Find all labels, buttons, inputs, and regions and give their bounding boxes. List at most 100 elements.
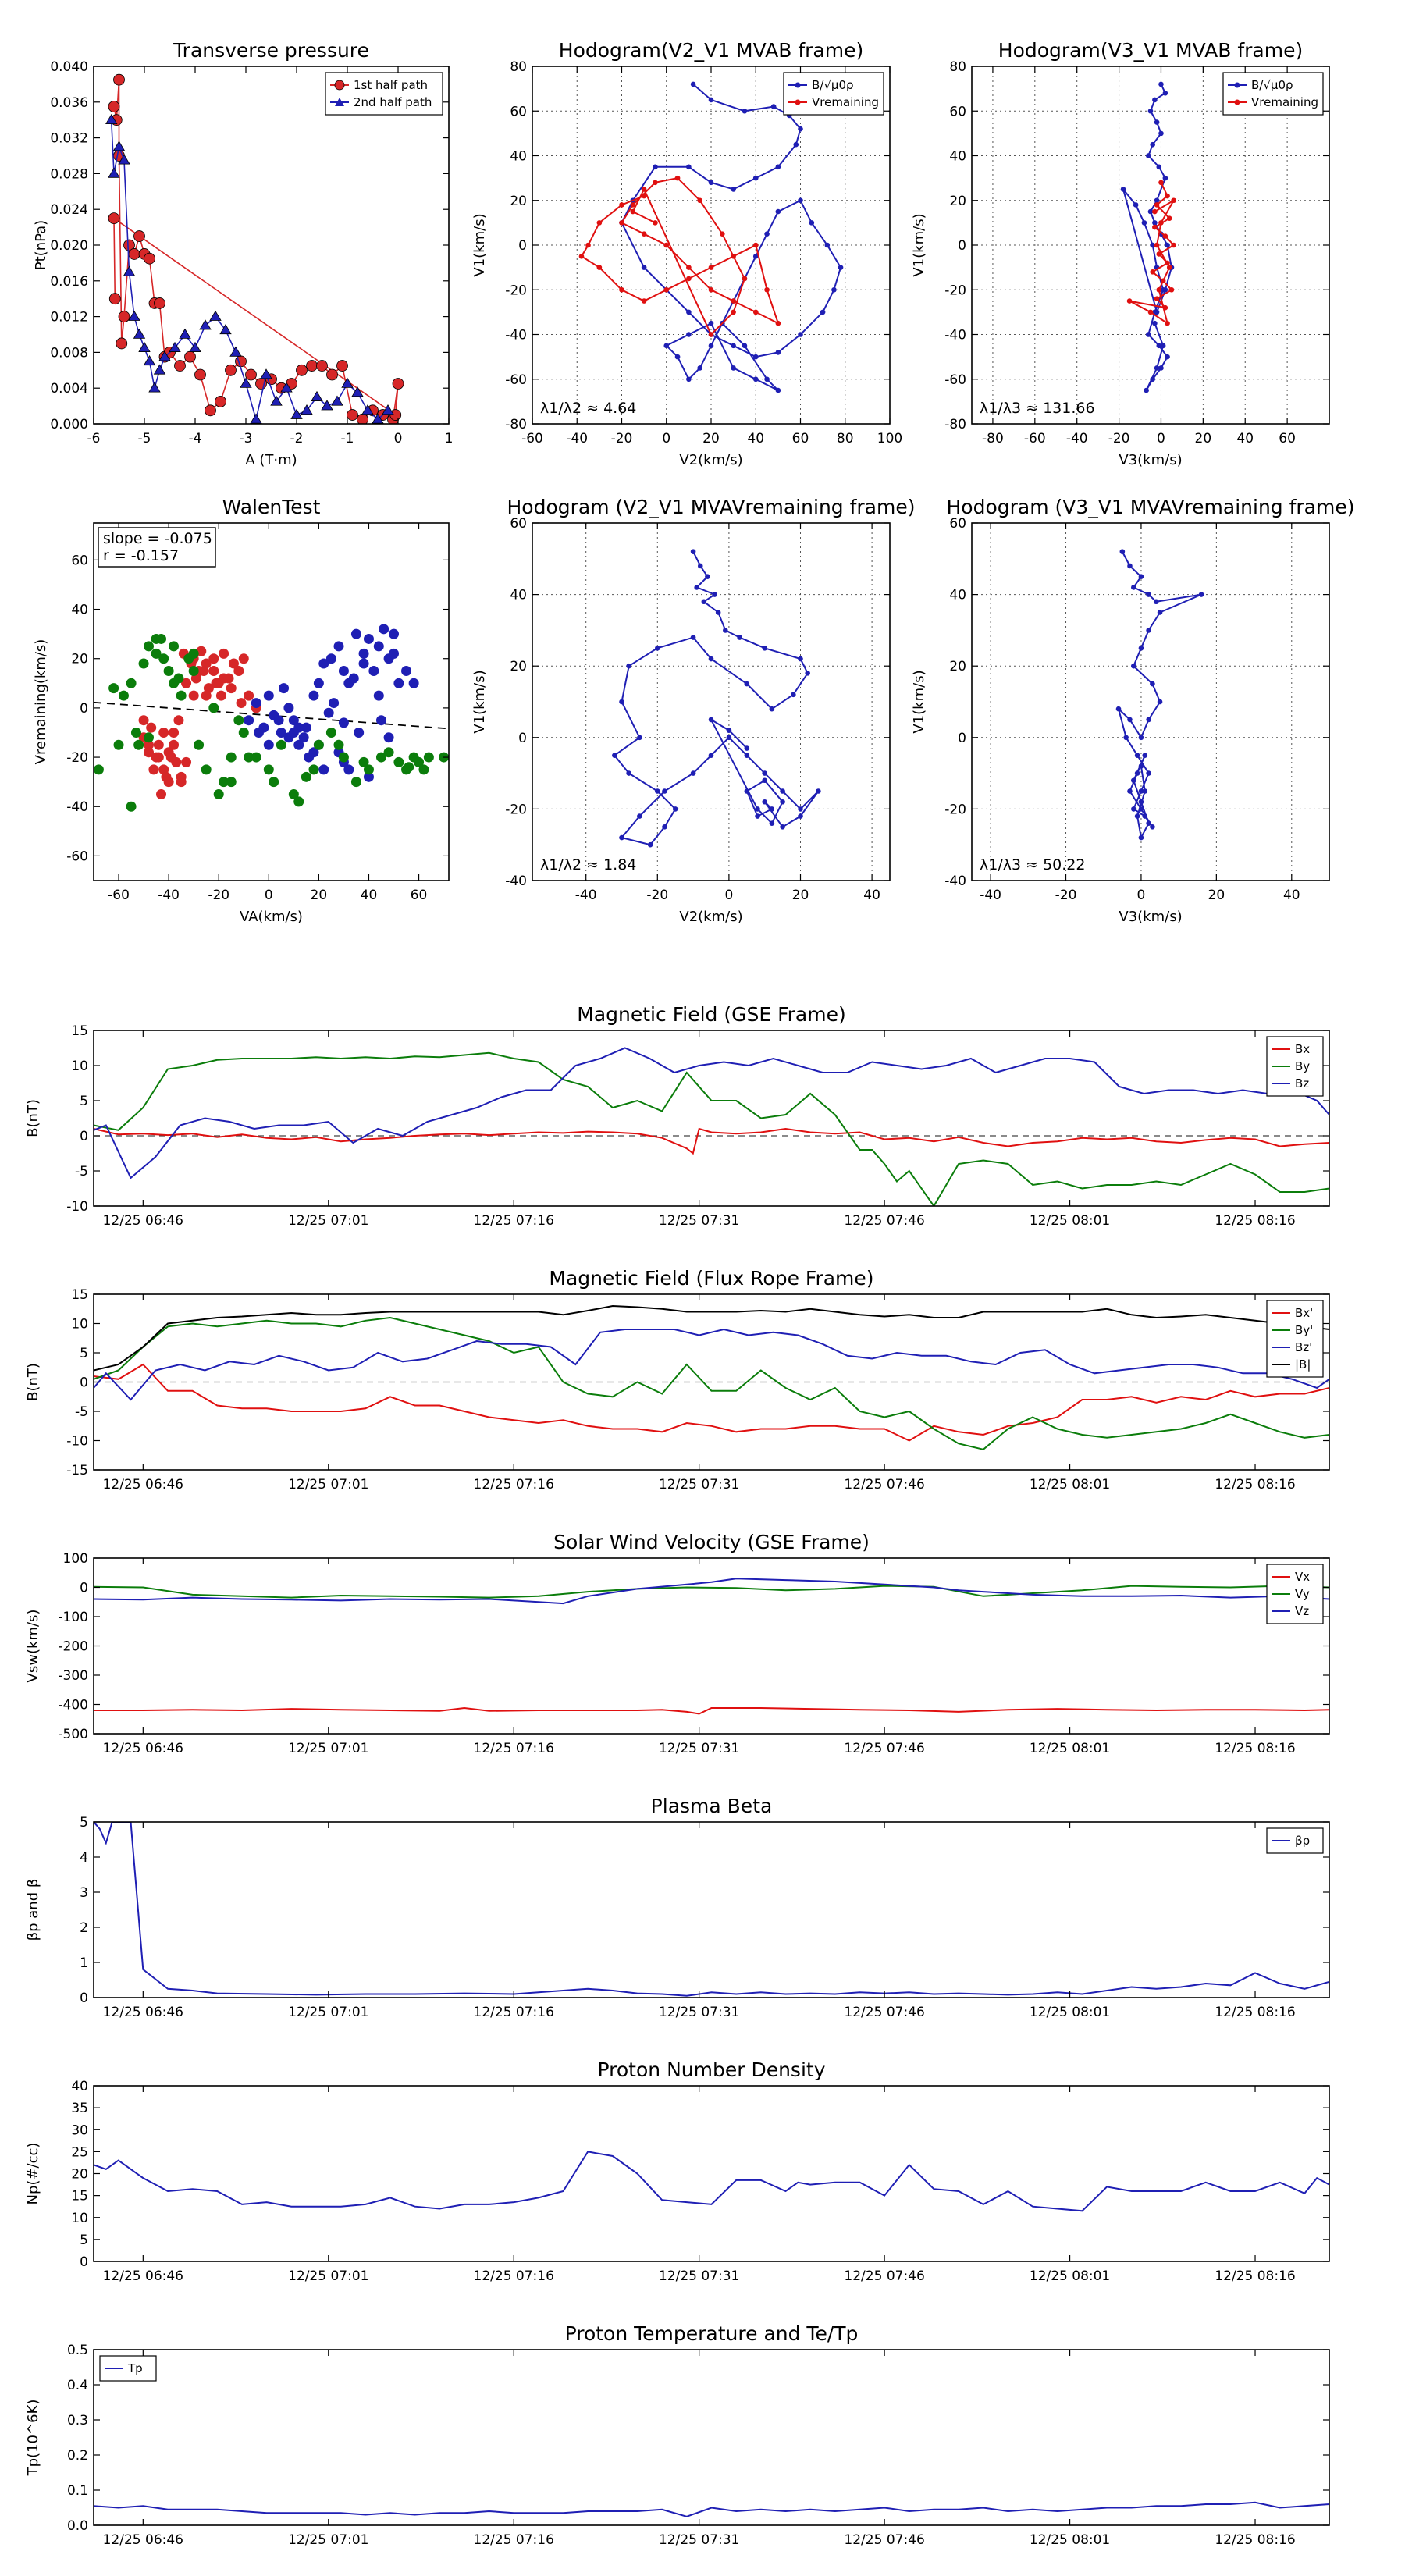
x-tick-label: 12/25 07:46: [844, 1477, 924, 1493]
x-tick-label: 12/25 07:16: [474, 2268, 554, 2284]
data-point: [240, 377, 252, 388]
data-point: [637, 735, 642, 741]
data-point: [318, 764, 329, 775]
plot-area: [1115, 549, 1204, 841]
x-tick-label: -40: [566, 431, 588, 447]
x-tick-label: 20: [311, 888, 328, 903]
x-tick-label: 12/25 08:16: [1215, 2268, 1295, 2284]
legend-marker: [334, 80, 345, 91]
y-tick-label: 0: [958, 238, 966, 254]
annotation-text: λ1/λ2 ≈ 1.84: [540, 856, 636, 873]
x-tick-label: -40: [575, 888, 597, 903]
data-point: [181, 756, 192, 767]
panel-title: Proton Temperature and Te/Tp: [565, 2322, 859, 2345]
data-point: [306, 360, 318, 372]
data-point: [208, 653, 219, 664]
y-tick-label: 0.000: [50, 417, 88, 432]
data-point: [368, 666, 379, 677]
panel-bgse: Magnetic Field (GSE Frame) 12/25 06:46 12/…: [25, 1003, 1330, 1229]
data-point: [392, 378, 404, 390]
data-point: [350, 628, 361, 639]
data-point: [708, 343, 714, 349]
data-point: [793, 141, 799, 148]
data-point: [1156, 164, 1162, 170]
y-tick-label: 0.004: [50, 381, 88, 397]
x-axis-label: V2(km/s): [679, 909, 742, 925]
panel-title: Plasma Beta: [651, 1795, 773, 1817]
data-point: [1152, 224, 1158, 230]
panel-hodo_v2v1_mvab: Hodogram(V2_V1 MVAB frame) -60 -40 -20 0 20 40…: [471, 39, 902, 468]
x-tick-label: 20: [1208, 888, 1225, 903]
data-point: [223, 673, 234, 684]
data-point: [211, 678, 222, 688]
data-point: [244, 752, 254, 763]
data-point: [251, 698, 261, 709]
data-point: [816, 788, 821, 794]
data-point: [301, 771, 311, 782]
data-point: [158, 350, 171, 361]
plot-area: [105, 73, 404, 424]
data-point: [118, 690, 129, 701]
data-point: [393, 678, 404, 688]
data-point: [701, 599, 707, 605]
data-point: [143, 747, 154, 758]
legend: βp: [1266, 1827, 1324, 1854]
plot-area: [94, 2151, 1329, 2212]
data-point: [154, 297, 165, 309]
x-tick-label: 12/25 07:16: [474, 2532, 554, 2548]
panel-title: Magnetic Field (Flux Rope Frame): [549, 1267, 873, 1290]
data-point: [341, 377, 354, 388]
plot-area: [94, 624, 449, 812]
x-tick-label: 60: [792, 431, 809, 447]
y-tick-label: 3: [80, 1885, 88, 1901]
data-point: [769, 806, 775, 812]
data-point: [94, 764, 104, 775]
data-point: [596, 220, 603, 226]
data-point: [770, 104, 777, 109]
data-point: [798, 332, 803, 337]
data-point: [288, 715, 299, 726]
y-tick-label: 80: [949, 59, 966, 75]
data-point: [143, 732, 154, 743]
data-point: [612, 753, 617, 758]
data-point: [838, 265, 844, 270]
x-tick-label: 12/25 06:46: [103, 1213, 183, 1229]
axes-frame: [93, 66, 450, 425]
data-point: [641, 231, 647, 237]
data-point: [148, 764, 159, 775]
data-point: [775, 208, 781, 215]
data-point: [238, 653, 249, 664]
legend-label: Bz': [1295, 1340, 1312, 1354]
x-tick-label: -3: [240, 431, 253, 447]
axes-frame: [93, 1821, 1330, 1998]
y-tick-label: -20: [944, 283, 966, 298]
y-tick-label: 5: [80, 1346, 88, 1361]
data-point: [156, 788, 167, 799]
data-point: [715, 610, 721, 615]
data-point: [358, 756, 369, 767]
data-point: [708, 265, 714, 270]
data-point: [1131, 806, 1136, 812]
y-tick-label: -100: [58, 1610, 88, 1625]
x-tick-label: 12/25 07:46: [844, 2532, 924, 2548]
legend-label: Vx: [1295, 1570, 1310, 1584]
data-point: [174, 360, 186, 372]
y-tick-label: 60: [71, 553, 88, 568]
data-point: [382, 404, 394, 415]
data-point: [408, 678, 419, 688]
panel-title: Hodogram(V2_V1 MVAB frame): [559, 39, 863, 62]
legend-label: Tp: [127, 2361, 143, 2375]
data-point: [1127, 563, 1133, 569]
legend-box: [783, 72, 884, 116]
data-point: [1150, 269, 1155, 275]
x-tick-label: 12/25 08:01: [1030, 1213, 1110, 1229]
data-point: [148, 382, 161, 393]
x-tick-label: 12/25 08:01: [1030, 2268, 1110, 2284]
panel-title: Solar Wind Velocity (GSE Frame): [553, 1531, 870, 1553]
data-point: [263, 690, 274, 701]
data-point: [1147, 208, 1154, 215]
y-tick-label: 0.040: [50, 59, 88, 75]
data-point: [1165, 193, 1170, 199]
data-point: [1150, 681, 1155, 687]
data-point: [338, 666, 349, 677]
